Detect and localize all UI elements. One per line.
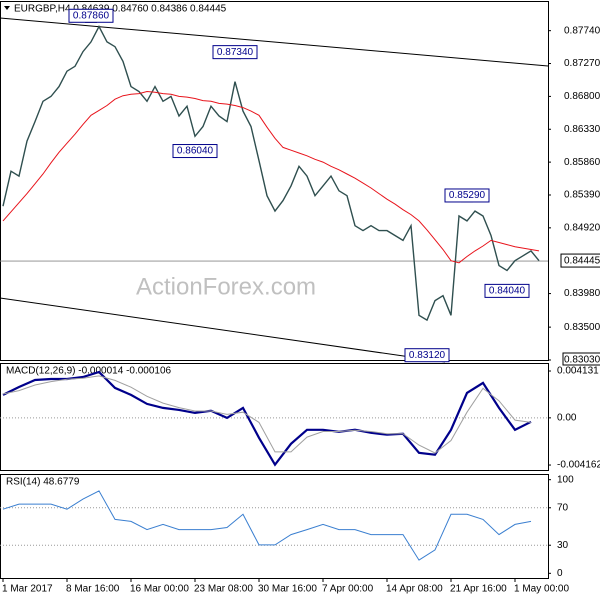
annotation-box [172,144,218,159]
watermark: ActionForex.com [136,273,316,300]
y-tick-label: -0.004162 [557,460,600,471]
annotation-label: 0.83120 [409,350,446,361]
y-tick-label: 0 [557,568,563,579]
y-tick-label: 0.00 [557,412,577,423]
annotation-label: 0.87860 [73,10,110,21]
y-tick-label: 30 [557,540,569,551]
menu-arrow [4,6,10,10]
series-line [2,375,532,454]
y-tick-label: 0.004131 [557,366,599,377]
y-tick-label: 0.86330 [564,124,600,135]
y-tick-label: 100 [557,474,574,485]
y-tick-label: 0.83030 [564,355,600,366]
panel-title: RSI(14) 48.6779 [6,477,80,488]
last-price-label: 0.84445 [564,256,600,267]
upper-channel-line [0,17,549,67]
annotation-label: 0.85290 [449,190,486,201]
x-tick-label: 14 Apr 08:00 [386,584,443,595]
annotation-box [68,8,114,23]
x-tick-label: 16 Mar 00:00 [130,584,189,595]
lower-channel-line [0,297,446,363]
x-tick-label: 23 Mar 08:00 [194,584,253,595]
x-tick-label: 7 Apr 00:00 [322,584,374,595]
y-tick-label: 0.87740 [564,25,600,36]
y-tick-label: 0.84920 [564,222,600,233]
panel-title: EURGBP,H4 0.84639 0.84760 0.84386 0.8444… [14,4,227,15]
panel-title: MACD(12,26,9) -0.000014 -0.000106 [6,366,172,377]
annotation-label: 0.84040 [489,286,526,297]
panel-frame [0,1,549,361]
x-tick-label: 30 Mar 16:00 [258,584,317,595]
series-line [2,24,540,322]
series-line [2,490,532,561]
y-tick-label: 0.83500 [564,322,600,333]
series-line [2,370,532,467]
annotation-label: 0.87340 [217,47,254,58]
y-tick-label: 0.85860 [564,157,600,168]
x-tick-label: 21 Apr 16:00 [450,584,507,595]
annotation-label: 0.86040 [177,146,214,157]
annotation-box [404,348,450,363]
annotation-box [484,283,530,298]
y-tick-label: 0.83980 [564,288,600,299]
annotation-box [444,188,490,203]
y-tick-label: 70 [557,502,569,513]
panel-frame [0,363,549,471]
panel-frame [0,474,549,579]
y-tick-label: 0.87270 [564,58,600,69]
series-line [2,90,540,264]
x-tick-label: 8 Mar 16:00 [66,584,120,595]
x-tick-label: 1 May 00:00 [514,584,569,595]
tick-label-box [562,352,600,366]
y-tick-label: 0.86800 [564,91,600,102]
last-price-box [560,253,600,268]
x-tick-label: 1 Mar 2017 [2,584,53,595]
annotation-box [212,45,258,60]
y-tick-label: 0.85390 [564,190,600,201]
